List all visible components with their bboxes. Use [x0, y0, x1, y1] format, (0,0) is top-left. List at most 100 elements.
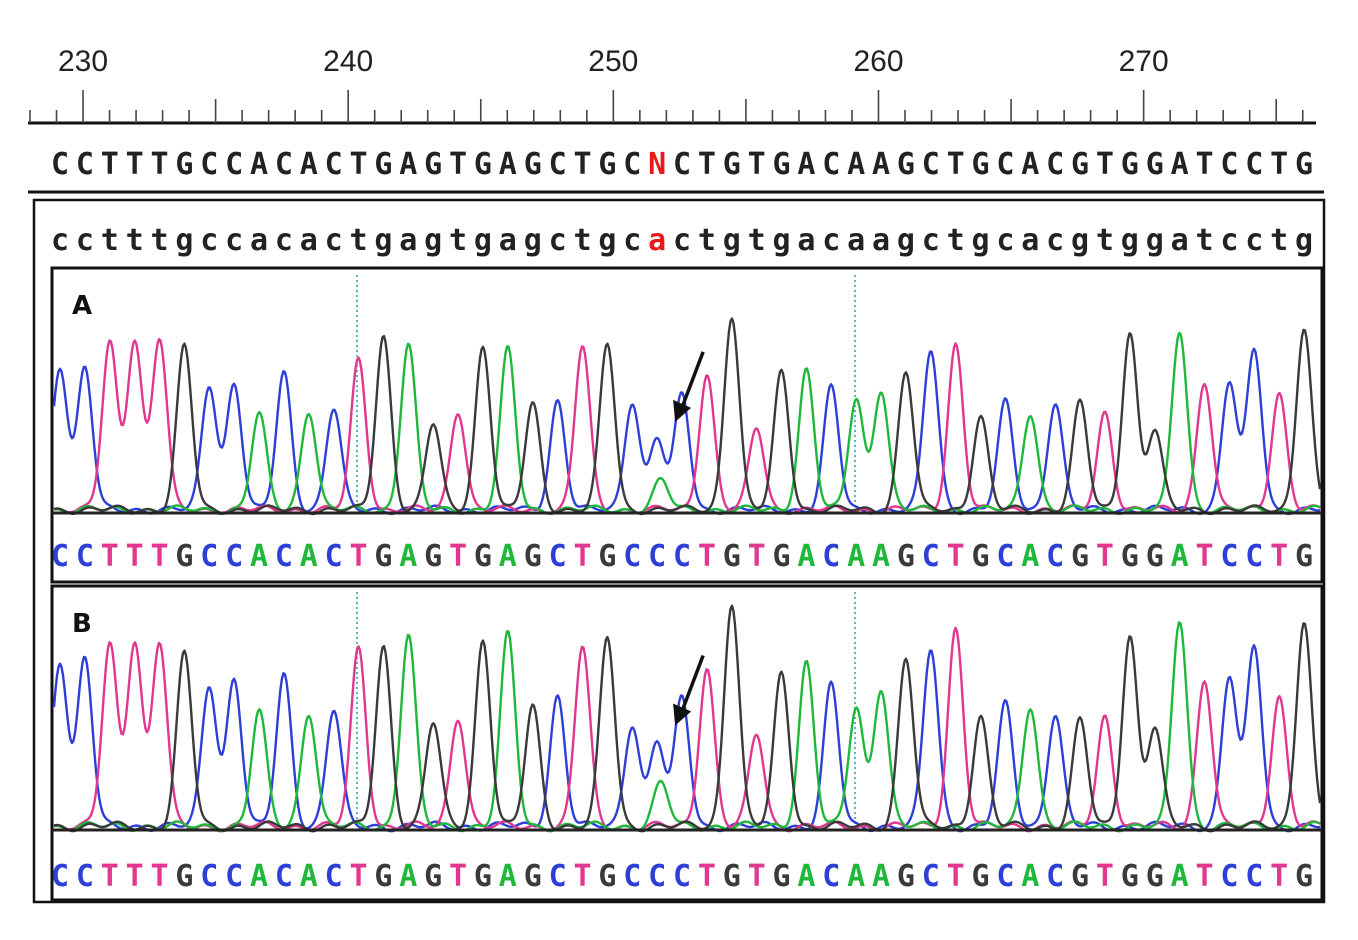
base-call: T: [150, 539, 168, 574]
consensus-base: g: [1071, 223, 1089, 258]
base-call: T: [698, 859, 716, 894]
reference-base: G: [1146, 147, 1164, 182]
base-call: G: [723, 859, 741, 894]
base-call: T: [350, 859, 368, 894]
consensus-base: g: [598, 223, 616, 258]
mutation-arrow-head: [673, 703, 692, 726]
base-call: G: [474, 539, 492, 574]
reference-base: C: [275, 147, 293, 182]
reference-base: C: [325, 147, 343, 182]
base-call: A: [300, 539, 318, 574]
base-call: T: [748, 859, 766, 894]
ruler-tick-label: 230: [58, 45, 108, 78]
base-call: A: [872, 539, 890, 574]
ruler-tick-label: 260: [853, 45, 903, 78]
base-call: G: [1146, 539, 1164, 574]
trace-c-line: [52, 644, 1321, 833]
base-call: C: [51, 859, 69, 894]
base-call: G: [972, 859, 990, 894]
base-call: A: [499, 539, 517, 574]
base-call: C: [225, 539, 243, 574]
reference-base: A: [300, 147, 318, 182]
reference-base: T: [101, 147, 119, 182]
reference-base: T: [1096, 147, 1114, 182]
reference-base: G: [175, 147, 193, 182]
consensus-base: a: [1021, 223, 1039, 258]
consensus-base: c: [1220, 223, 1238, 258]
consensus-base: c: [76, 223, 94, 258]
reference-base: T: [748, 147, 766, 182]
reference-base: G: [972, 147, 990, 182]
base-call: C: [623, 859, 641, 894]
base-call: G: [772, 539, 790, 574]
reference-base: A: [797, 147, 815, 182]
reference-base: C: [623, 147, 641, 182]
consensus-base: c: [275, 223, 293, 258]
base-call: A: [1171, 859, 1189, 894]
base-call: A: [797, 859, 815, 894]
reference-base: C: [1245, 147, 1263, 182]
base-call: C: [996, 859, 1014, 894]
reference-base: T: [1195, 147, 1213, 182]
consensus-base: t: [449, 223, 467, 258]
consensus-base: t: [1195, 223, 1213, 258]
base-call: A: [797, 539, 815, 574]
base-call: T: [1195, 539, 1213, 574]
consensus-base: g: [175, 223, 193, 258]
consensus-base: c: [549, 223, 567, 258]
consensus-base: t: [1270, 223, 1288, 258]
base-call: G: [1121, 859, 1139, 894]
consensus-base: c: [51, 223, 69, 258]
consensus-base: c: [673, 223, 691, 258]
consensus-base: c: [1046, 223, 1064, 258]
base-call: T: [449, 859, 467, 894]
reference-base: A: [250, 147, 268, 182]
base-call: T: [126, 539, 144, 574]
consensus-base: a: [300, 223, 318, 258]
consensus-base: c: [922, 223, 940, 258]
base-call: T: [1195, 859, 1213, 894]
consensus-base: t: [1096, 223, 1114, 258]
reference-base: C: [673, 147, 691, 182]
base-call: C: [1046, 539, 1064, 574]
reference-base: G: [424, 147, 442, 182]
base-call: A: [300, 859, 318, 894]
consensus-base: t: [101, 223, 119, 258]
panel-frame: [50, 584, 1324, 902]
consensus-base: a: [648, 223, 666, 258]
consensus-base: a: [872, 223, 890, 258]
consensus-base: c: [996, 223, 1014, 258]
base-call: C: [922, 539, 940, 574]
base-call: A: [250, 539, 268, 574]
base-call: C: [922, 859, 940, 894]
base-call: G: [598, 539, 616, 574]
reference-base: G: [598, 147, 616, 182]
base-call: T: [698, 539, 716, 574]
consensus-base: a: [847, 223, 865, 258]
consensus-base: t: [947, 223, 965, 258]
reference-base: T: [698, 147, 716, 182]
reference-base: G: [723, 147, 741, 182]
base-call: C: [225, 859, 243, 894]
base-call: C: [996, 539, 1014, 574]
base-call: T: [101, 859, 119, 894]
base-call: G: [1071, 859, 1089, 894]
reference-base: A: [872, 147, 890, 182]
base-call: A: [399, 539, 417, 574]
reference-base: C: [1220, 147, 1238, 182]
consensus-base: g: [723, 223, 741, 258]
base-call: G: [897, 539, 915, 574]
consensus-base: a: [399, 223, 417, 258]
consensus-base: t: [573, 223, 591, 258]
base-call: G: [897, 859, 915, 894]
reference-base: C: [51, 147, 69, 182]
base-call: T: [101, 539, 119, 574]
trace-frame: [32, 198, 1326, 904]
base-call: G: [524, 859, 542, 894]
base-call: C: [822, 859, 840, 894]
consensus-base: c: [1245, 223, 1263, 258]
consensus-base: c: [325, 223, 343, 258]
ruler-tick-label: 270: [1119, 45, 1169, 78]
reference-base: G: [897, 147, 915, 182]
